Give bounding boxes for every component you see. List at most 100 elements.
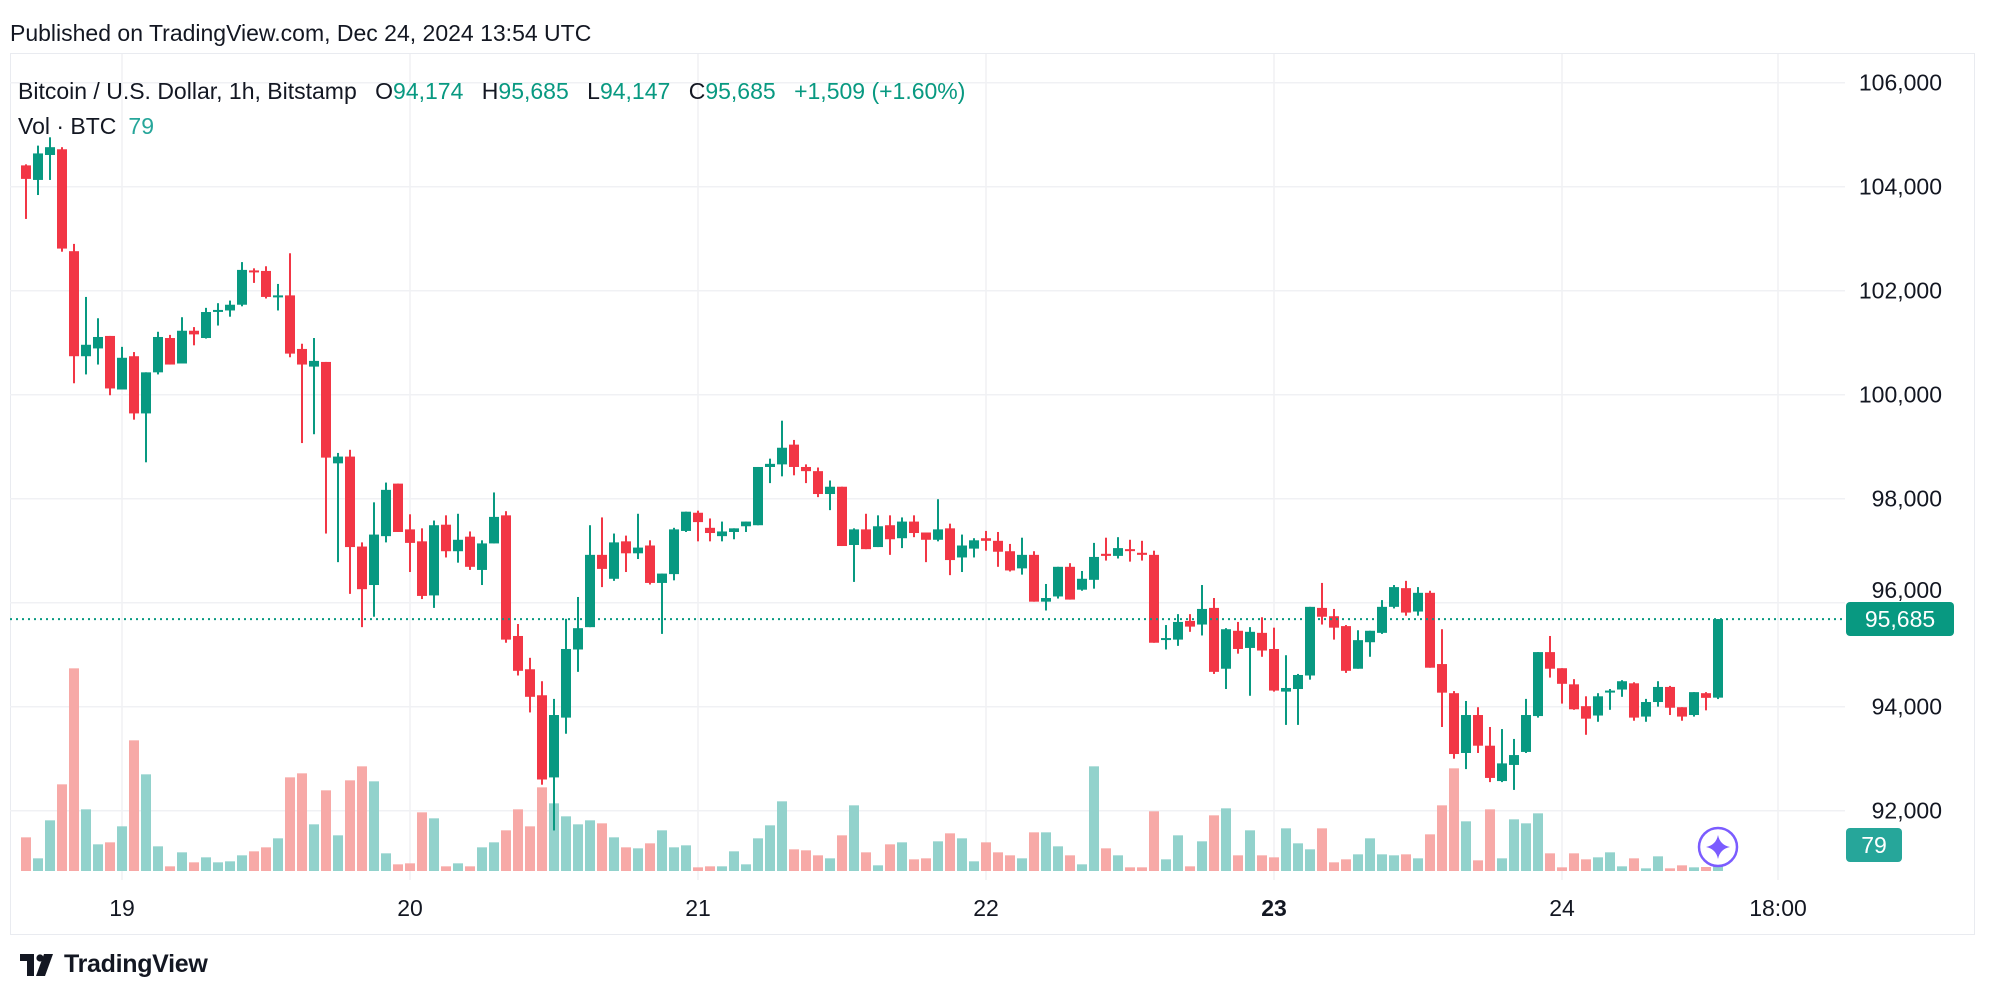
candle: [585, 525, 595, 628]
volume-bar: [825, 858, 835, 871]
candle-body: [1581, 706, 1591, 719]
candle: [729, 528, 739, 540]
candle-wick: [853, 528, 855, 582]
volume-bar: [1653, 856, 1663, 871]
candle-body: [1449, 693, 1459, 755]
candle-body: [813, 471, 823, 495]
candle: [1185, 614, 1195, 632]
candle-body: [1413, 592, 1423, 612]
x-tick-label: 22: [973, 895, 999, 921]
sparkle-icon[interactable]: [1697, 826, 1739, 868]
candle: [537, 681, 547, 785]
candle-body: [1221, 629, 1231, 669]
candle: [513, 624, 523, 676]
candle-body: [909, 521, 919, 534]
candle: [597, 517, 607, 588]
candle-body: [1533, 652, 1543, 717]
candle: [69, 243, 79, 384]
candle: [1629, 682, 1639, 721]
gridlines: [10, 54, 1845, 880]
tradingview-logo[interactable]: TradingView: [20, 950, 208, 979]
candle-wick: [937, 499, 939, 542]
candle-body: [1089, 556, 1099, 580]
candle: [1269, 627, 1279, 692]
volume-bar: [1077, 864, 1087, 871]
volume-bar: [921, 858, 931, 871]
candle: [681, 511, 691, 532]
volume-bar: [957, 838, 967, 871]
candle-wick: [1045, 583, 1047, 611]
time-axis: 19 20 21 22 23 24 18:00: [109, 895, 1807, 921]
candle-body: [1233, 630, 1243, 649]
candle-body: [1437, 664, 1447, 693]
volume-bar: [357, 766, 367, 871]
volume-bar: [1665, 868, 1675, 871]
candle: [1053, 566, 1063, 599]
volume-bar: [309, 824, 319, 871]
candle-body: [1485, 745, 1495, 778]
candle: [393, 483, 403, 532]
candle: [969, 538, 979, 558]
candle: [1473, 707, 1483, 753]
candle-body: [141, 372, 151, 414]
y-tick-label: 102,000: [1859, 278, 1942, 304]
candle: [249, 268, 259, 283]
volume-bar: [1065, 855, 1075, 871]
candle-body: [957, 545, 967, 558]
volume-bar: [1185, 866, 1195, 871]
symbol-title[interactable]: Bitcoin / U.S. Dollar, 1h, Bitstamp: [18, 78, 357, 104]
candle: [405, 514, 415, 573]
candle-wick: [1369, 630, 1371, 657]
x-tick-label: 19: [109, 895, 135, 921]
candle-body: [465, 536, 475, 567]
candle: [1077, 570, 1087, 591]
volume-bar: [1017, 858, 1027, 871]
x-tick-label: 23: [1261, 895, 1287, 921]
candle: [789, 439, 799, 476]
candle: [633, 513, 643, 560]
volume-bar: [1449, 768, 1459, 871]
candle-body: [729, 528, 739, 532]
volume-bar: [1689, 867, 1699, 871]
volume-bar: [1221, 808, 1231, 871]
volume-bar: [1641, 868, 1651, 871]
chart-frame: [10, 53, 1975, 935]
high-label: H: [481, 78, 499, 104]
candle-body: [57, 149, 67, 249]
volume-bar: [141, 774, 151, 871]
candle: [213, 303, 223, 326]
candle-body: [1653, 686, 1663, 703]
candle: [1353, 630, 1363, 669]
candle: [885, 515, 895, 555]
candle: [1533, 652, 1543, 718]
volume-bar: [861, 852, 871, 871]
candle-body: [369, 534, 379, 586]
candle: [1665, 685, 1675, 716]
y-tick-label: 96,000: [1872, 577, 1942, 603]
volume-bar: [1365, 838, 1375, 871]
candle-wick: [253, 268, 255, 283]
candle-body: [1185, 620, 1195, 627]
candle: [825, 480, 835, 511]
volume-label[interactable]: Vol · BTC: [18, 113, 117, 139]
volume-bar: [1437, 805, 1447, 871]
candle: [1581, 696, 1591, 735]
candle: [801, 464, 811, 484]
candle-body: [1593, 696, 1603, 716]
last-price-tag: 95,685: [1846, 602, 1954, 636]
volume-bar: [237, 855, 247, 871]
candle-body: [717, 531, 727, 537]
candle: [237, 262, 247, 307]
volume-bar: [753, 838, 763, 871]
candle-body: [897, 521, 907, 539]
volume-bar: [1053, 846, 1063, 871]
candle-wick: [145, 372, 147, 463]
candle-body: [1473, 715, 1483, 746]
candle-body: [885, 525, 895, 540]
volume-bar: [1377, 854, 1387, 871]
volume-bar: [789, 849, 799, 871]
candle-wick: [1501, 729, 1503, 783]
candle-body: [1113, 548, 1123, 556]
candle-wick: [805, 464, 807, 484]
